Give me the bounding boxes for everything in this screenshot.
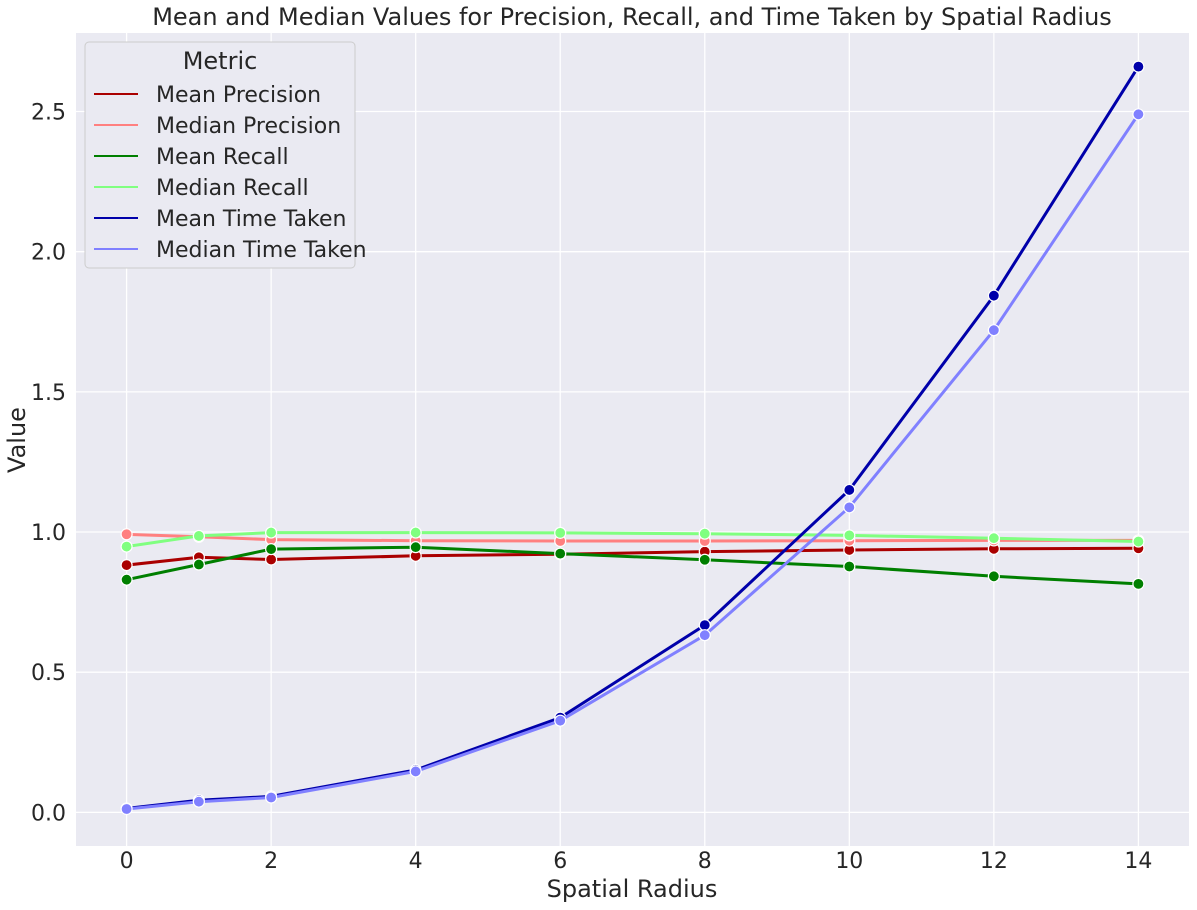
data-point <box>120 540 133 553</box>
series-lines <box>120 60 1145 816</box>
legend-label: Median Time Taken <box>156 238 367 263</box>
data-point <box>698 618 711 632</box>
data-point <box>120 573 133 586</box>
x-tick-label: 2 <box>264 849 278 874</box>
y-tick-label: 0.5 <box>31 661 66 686</box>
data-point <box>192 795 205 808</box>
data-point <box>698 553 711 566</box>
x-tick-label: 12 <box>980 849 1008 874</box>
data-point <box>698 629 711 642</box>
x-tick-label: 10 <box>835 849 863 874</box>
data-point <box>409 541 422 554</box>
legend: Metric Mean Precision Median Precision Mea… <box>84 41 367 269</box>
data-point <box>987 532 1000 545</box>
data-point <box>1132 535 1145 548</box>
data-point <box>265 791 278 804</box>
legend-label: Mean Time Taken <box>156 207 346 232</box>
legend-box <box>84 41 356 269</box>
series-median-time-taken <box>120 108 1145 816</box>
data-point <box>1132 60 1145 73</box>
x-tick-label: 0 <box>120 849 134 874</box>
y-tick-label: 2.0 <box>31 241 66 266</box>
data-point <box>192 558 205 571</box>
data-point <box>265 526 278 539</box>
tick-labels: 0 2 4 6 8 10 12 14 0.0 0.5 1.0 1.5 2.0 2.5 <box>31 100 1152 874</box>
data-point <box>1132 108 1145 121</box>
series-mean-recall <box>120 541 1145 590</box>
y-tick-label: 0.0 <box>31 801 66 826</box>
data-point <box>843 501 856 514</box>
data-point <box>987 570 1000 583</box>
data-point <box>554 547 567 560</box>
data-point <box>843 483 856 497</box>
y-tick-label: 2.5 <box>31 100 66 125</box>
data-point <box>265 543 278 556</box>
x-tick-label: 14 <box>1124 849 1152 874</box>
legend-label: Mean Precision <box>156 83 321 108</box>
data-point <box>409 526 422 539</box>
data-point <box>843 529 856 542</box>
data-point <box>120 528 133 541</box>
data-point <box>120 802 133 816</box>
legend-title: Metric <box>183 47 258 75</box>
chart-title: Mean and Median Values for Precision, Re… <box>152 3 1112 31</box>
data-point <box>409 765 422 778</box>
legend-label: Median Recall <box>156 176 309 201</box>
x-tick-label: 4 <box>409 849 423 874</box>
data-point <box>265 553 278 566</box>
x-axis-label: Spatial Radius <box>547 875 718 903</box>
data-point <box>698 527 711 540</box>
data-point <box>843 560 856 573</box>
data-point <box>987 324 1000 337</box>
data-point <box>987 289 1000 302</box>
data-point <box>192 529 205 543</box>
y-axis-label: Value <box>3 407 31 473</box>
x-tick-label: 6 <box>553 849 567 874</box>
y-tick-label: 1.0 <box>31 521 66 546</box>
legend-label: Mean Recall <box>156 145 289 170</box>
data-point <box>554 714 567 727</box>
x-tick-label: 8 <box>698 849 712 874</box>
data-point <box>120 558 133 572</box>
legend-label: Median Precision <box>156 114 341 139</box>
data-point <box>554 526 567 539</box>
series-median-recall <box>120 526 1145 553</box>
data-point <box>1132 577 1145 590</box>
y-tick-label: 1.5 <box>31 381 66 406</box>
